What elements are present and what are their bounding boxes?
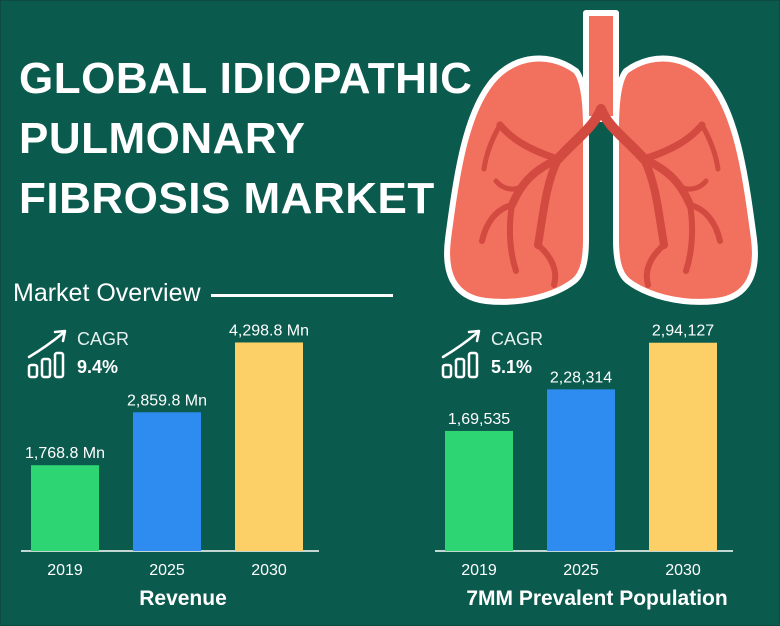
revenue-chart-svg: 1,768.8 Mn 2019 2,859.8 Mn 2025 4,298.8 Mn 20… <box>21 322 319 579</box>
trend-arrow-bars-icon <box>441 329 481 379</box>
revenue-chart-title: Revenue <box>139 587 227 610</box>
revenue-cagr-label: CAGR <box>77 329 130 349</box>
population-value-label-2030: 2,94,127 <box>652 323 714 340</box>
population-chart-svg: 1,69,535 2019 2,28,314 2025 2,94,127 2030 <box>435 323 733 579</box>
revenue-value-label-2025: 2,859.8 Mn <box>127 392 207 409</box>
page-title: GLOBAL IDIOPATHIC PULMONARY FIBROSIS MAR… <box>19 49 472 229</box>
population-bar-2030 <box>649 342 717 551</box>
population-tick-label-2030: 2030 <box>665 562 701 579</box>
population-bar-2025 <box>547 389 615 551</box>
title-line-1: GLOBAL IDIOPATHIC <box>19 54 473 103</box>
revenue-tick-label-2025: 2025 <box>149 562 185 579</box>
market-overview-heading: Market Overview <box>13 279 393 308</box>
title-line-2: PULMONARY <box>19 114 306 163</box>
lungs-illustration <box>444 10 758 305</box>
revenue-cagr-value: 9.4% <box>77 357 119 377</box>
market-overview-label: Market Overview <box>13 279 201 307</box>
revenue-value-label-2030: 4,298.8 Mn <box>229 322 309 339</box>
left-vessel-branches <box>479 121 562 288</box>
title-line-3: FIBROSIS MARKET <box>19 174 435 223</box>
trend-arrow-bars-icon <box>27 329 67 379</box>
population-chart: 1,69,535 2019 2,28,314 2025 2,94,127 2030 CAG… <box>427 321 767 621</box>
overview-divider <box>210 293 393 297</box>
population-cagr-block: CAGR 5.1% <box>439 327 579 387</box>
revenue-chart: 1,768.8 Mn 2019 2,859.8 Mn 2025 4,298.8 Mn 20… <box>13 321 353 621</box>
trachea-shape <box>583 10 619 122</box>
population-value-label-2025: 2,28,314 <box>550 369 612 386</box>
revenue-bar-2019 <box>31 465 99 551</box>
right-vessel-branches <box>640 121 723 288</box>
population-tick-label-2019: 2019 <box>461 562 497 579</box>
population-chart-title: 7MM Prevalent Population <box>466 587 728 610</box>
population-bar-2019 <box>445 430 513 551</box>
bronchi-shape <box>553 104 649 164</box>
revenue-bar-2025 <box>133 412 201 551</box>
population-value-label-2019: 1,69,535 <box>448 411 510 428</box>
revenue-value-label-2019: 1,768.8 Mn <box>25 445 105 462</box>
revenue-tick-label-2030: 2030 <box>251 562 287 579</box>
population-tick-label-2025: 2025 <box>563 562 599 579</box>
revenue-bar-2030 <box>235 342 303 551</box>
population-cagr-value: 5.1% <box>491 357 533 377</box>
revenue-cagr-block: CAGR 9.4% <box>25 327 165 387</box>
revenue-tick-label-2019: 2019 <box>47 562 83 579</box>
population-cagr-label: CAGR <box>491 329 544 349</box>
